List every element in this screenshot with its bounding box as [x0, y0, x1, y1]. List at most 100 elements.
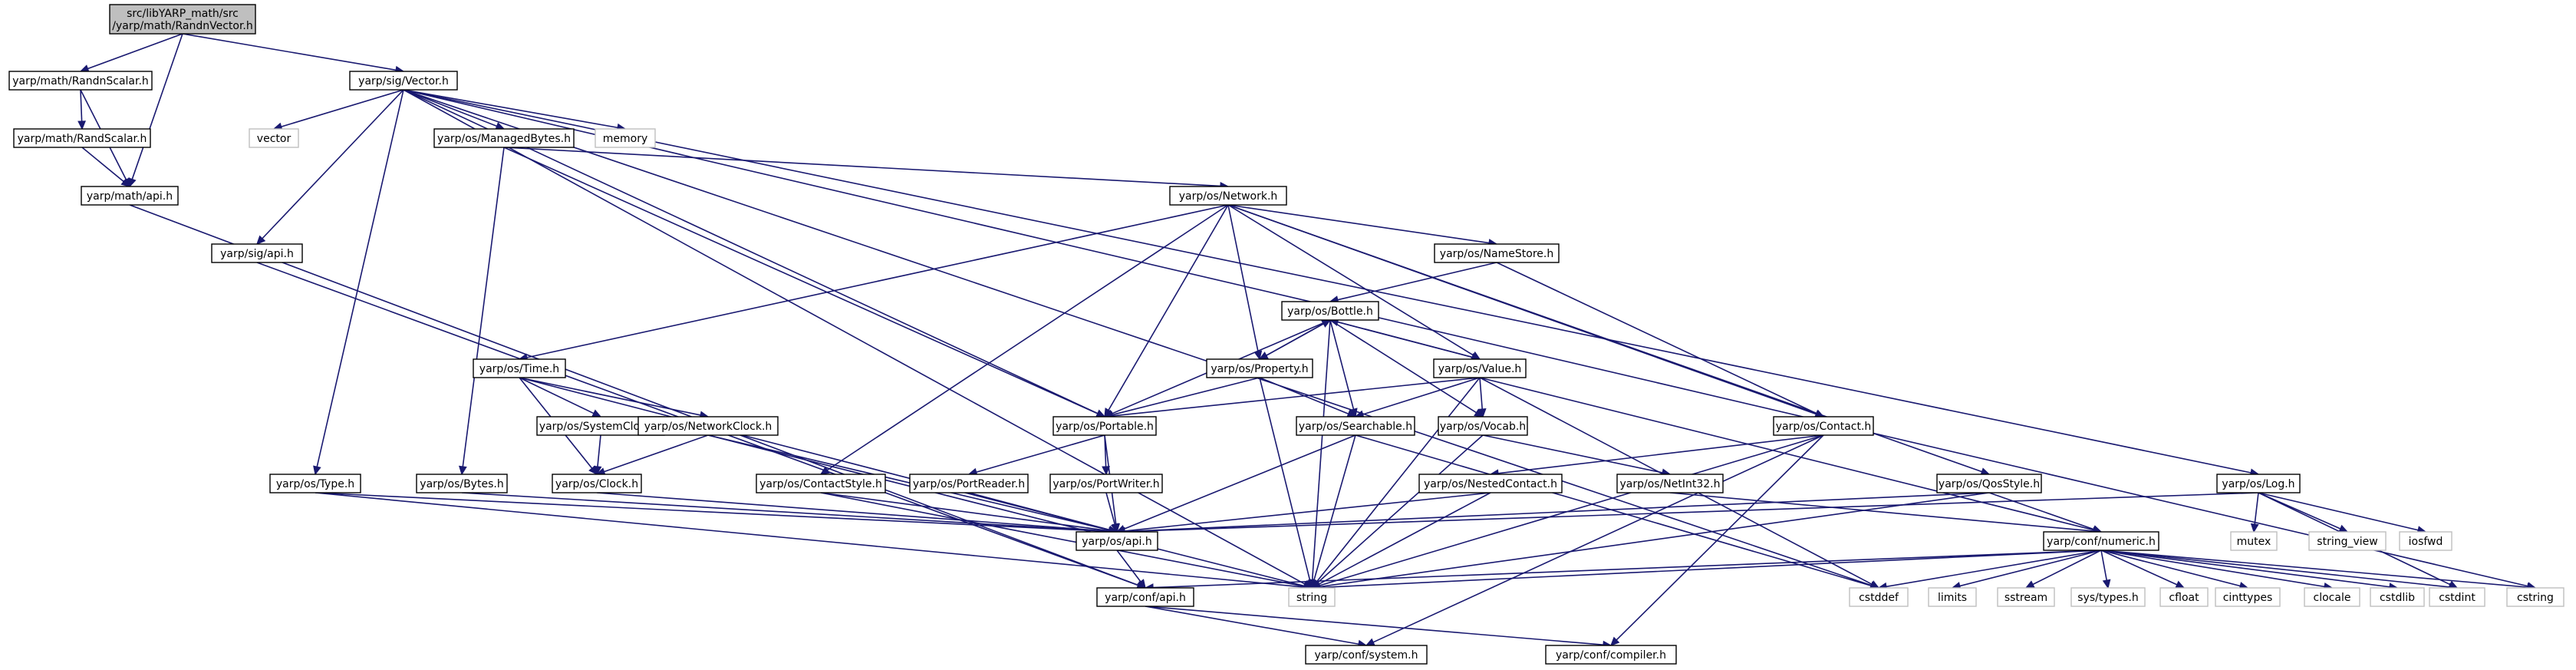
node-mathapi[interactable]: yarp/math/api.h	[81, 186, 179, 206]
edge-property-to-bottle	[1259, 319, 1332, 360]
node-label: yarp/os/Vocab.h	[1440, 421, 1526, 433]
node-label: limits	[1938, 592, 1967, 604]
node-contactstyle[interactable]: yarp/os/ContactStyle.h	[756, 474, 886, 493]
node-osapi[interactable]: yarp/os/api.h	[1076, 531, 1158, 551]
node-cstdint[interactable]: cstdint	[2429, 587, 2485, 607]
node-label: yarp/os/NetInt32.h	[1619, 478, 1720, 490]
node-numeric[interactable]: yarp/conf/numeric.h	[2043, 531, 2159, 551]
node-vocab[interactable]: yarp/os/Vocab.h	[1438, 416, 1528, 436]
node-contact[interactable]: yarp/os/Contact.h	[1773, 416, 1874, 436]
node-type[interactable]: yarp/os/Type.h	[269, 474, 361, 493]
node-box	[81, 186, 179, 206]
node-label: iosfwd	[2409, 536, 2443, 548]
node-cinttypes[interactable]: cinttypes	[2215, 587, 2281, 607]
node-managedbytes[interactable]: yarp/os/ManagedBytes.h	[433, 128, 575, 148]
node-limits[interactable]: limits	[1928, 587, 1977, 607]
node-confapi[interactable]: yarp/conf/api.h	[1096, 587, 1194, 607]
node-label: yarp/conf/numeric.h	[2047, 536, 2156, 548]
node-cstddef[interactable]: cstddef	[1849, 587, 1909, 607]
node-namestore[interactable]: yarp/os/NameStore.h	[1434, 243, 1560, 263]
edge-vocab-to-string	[1310, 434, 1484, 589]
node-box	[637, 416, 779, 436]
node-searchable[interactable]: yarp/os/Searchable.h	[1296, 416, 1415, 436]
node-network[interactable]: yarp/os/Network.h	[1169, 186, 1287, 206]
node-cstdlib[interactable]: cstdlib	[2370, 587, 2425, 607]
node-box	[1997, 587, 2055, 607]
node-box	[2216, 474, 2301, 493]
edge-value-to-portable	[1103, 377, 1481, 421]
edge-type-to-string	[315, 492, 1313, 592]
node-box	[1616, 474, 1724, 493]
node-value[interactable]: yarp/os/Value.h	[1433, 358, 1527, 378]
node-clocale[interactable]: clocale	[2304, 587, 2360, 607]
node-sstream[interactable]: sstream	[1997, 587, 2055, 607]
node-label: yarp/os/api.h	[1082, 536, 1151, 548]
node-bytes[interactable]: yarp/os/Bytes.h	[416, 474, 508, 493]
node-randscalar[interactable]: yarp/math/RandScalar.h	[13, 128, 151, 148]
edge-confapi-to-confsystem	[1145, 606, 1368, 649]
node-networkclock[interactable]: yarp/os/NetworkClock.h	[637, 416, 779, 436]
node-string_view[interactable]: string_view	[2308, 531, 2387, 551]
node-label: yarp/math/RandScalar.h	[18, 133, 147, 145]
edge-managedbytes-to-portable	[503, 147, 1106, 418]
node-box	[1281, 301, 1379, 321]
node-systypes[interactable]: sys/types.h	[2070, 587, 2146, 607]
node-box	[1936, 474, 2042, 493]
node-label: yarp/os/Property.h	[1211, 363, 1308, 375]
edge-sigvector-to-memory	[403, 89, 627, 132]
node-randnscalar[interactable]: yarp/math/RandnScalar.h	[8, 71, 153, 91]
node-string[interactable]: string	[1288, 587, 1336, 607]
edge-value-to-vocab	[1477, 377, 1487, 418]
node-mutex[interactable]: mutex	[2230, 531, 2278, 551]
node-label: cfloat	[2169, 592, 2199, 604]
node-box	[249, 128, 299, 148]
node-box	[1849, 587, 1909, 607]
node-label: yarp/os/Bottle.h	[1287, 305, 1373, 318]
edges-layer	[77, 33, 2537, 649]
node-property[interactable]: yarp/os/Property.h	[1206, 358, 1313, 378]
edge-numeric-to-sstream	[2024, 550, 2102, 589]
node-box	[416, 474, 508, 493]
node-box	[1052, 416, 1157, 436]
edge-confapi-to-confcompiler	[1145, 606, 1612, 649]
node-time[interactable]: yarp/os/Time.h	[473, 358, 566, 378]
node-label: yarp/os/ContactStyle.h	[759, 478, 882, 490]
edge-contact-to-confcompiler	[1609, 434, 1824, 647]
node-nestedcontact[interactable]: yarp/os/NestedContact.h	[1418, 474, 1563, 493]
edge-network-to-portable	[1104, 204, 1229, 418]
node-memory[interactable]: memory	[595, 128, 656, 148]
node-box	[1545, 645, 1677, 665]
node-portwriter[interactable]: yarp/os/PortWriter.h	[1049, 474, 1163, 493]
node-portreader[interactable]: yarp/os/PortReader.h	[909, 474, 1029, 493]
edge-systemclock-to-clock	[593, 434, 602, 476]
node-netint32[interactable]: yarp/os/NetInt32.h	[1616, 474, 1724, 493]
node-qosstyle[interactable]: yarp/os/QosStyle.h	[1936, 474, 2042, 493]
node-bottle[interactable]: yarp/os/Bottle.h	[1281, 301, 1379, 321]
edge-value-to-bottle	[1329, 318, 1481, 360]
node-confcompiler[interactable]: yarp/conf/compiler.h	[1545, 645, 1677, 665]
node-log[interactable]: yarp/os/Log.h	[2216, 474, 2301, 493]
node-cfloat[interactable]: cfloat	[2159, 587, 2209, 607]
node-cstring[interactable]: cstring	[2506, 587, 2564, 607]
node-box	[2230, 531, 2278, 551]
edge-managedbytes-to-network	[503, 147, 1230, 190]
node-box	[349, 71, 458, 91]
node-confsystem[interactable]: yarp/conf/system.h	[1305, 645, 1428, 665]
node-sigapi[interactable]: yarp/sig/api.h	[211, 243, 303, 263]
node-portable[interactable]: yarp/os/Portable.h	[1052, 416, 1157, 436]
node-box	[2506, 587, 2564, 607]
edge-nestedcontact-to-string	[1310, 492, 1491, 589]
node-box	[1288, 587, 1336, 607]
node-clock[interactable]: yarp/os/Clock.h	[552, 474, 642, 493]
node-box	[433, 128, 575, 148]
node-label: memory	[603, 133, 648, 145]
node-sigvector[interactable]: yarp/sig/Vector.h	[349, 71, 458, 91]
node-root[interactable]: src/libYARP_math/src/yarp/math/RandnVect…	[109, 4, 256, 35]
node-label: mutex	[2237, 536, 2271, 548]
node-iosfwd[interactable]: iosfwd	[2399, 531, 2452, 551]
node-box	[269, 474, 361, 493]
node-vector[interactable]: vector	[249, 128, 299, 148]
edge-randnscalar-to-randscalar	[77, 89, 87, 130]
node-box	[1096, 587, 1194, 607]
